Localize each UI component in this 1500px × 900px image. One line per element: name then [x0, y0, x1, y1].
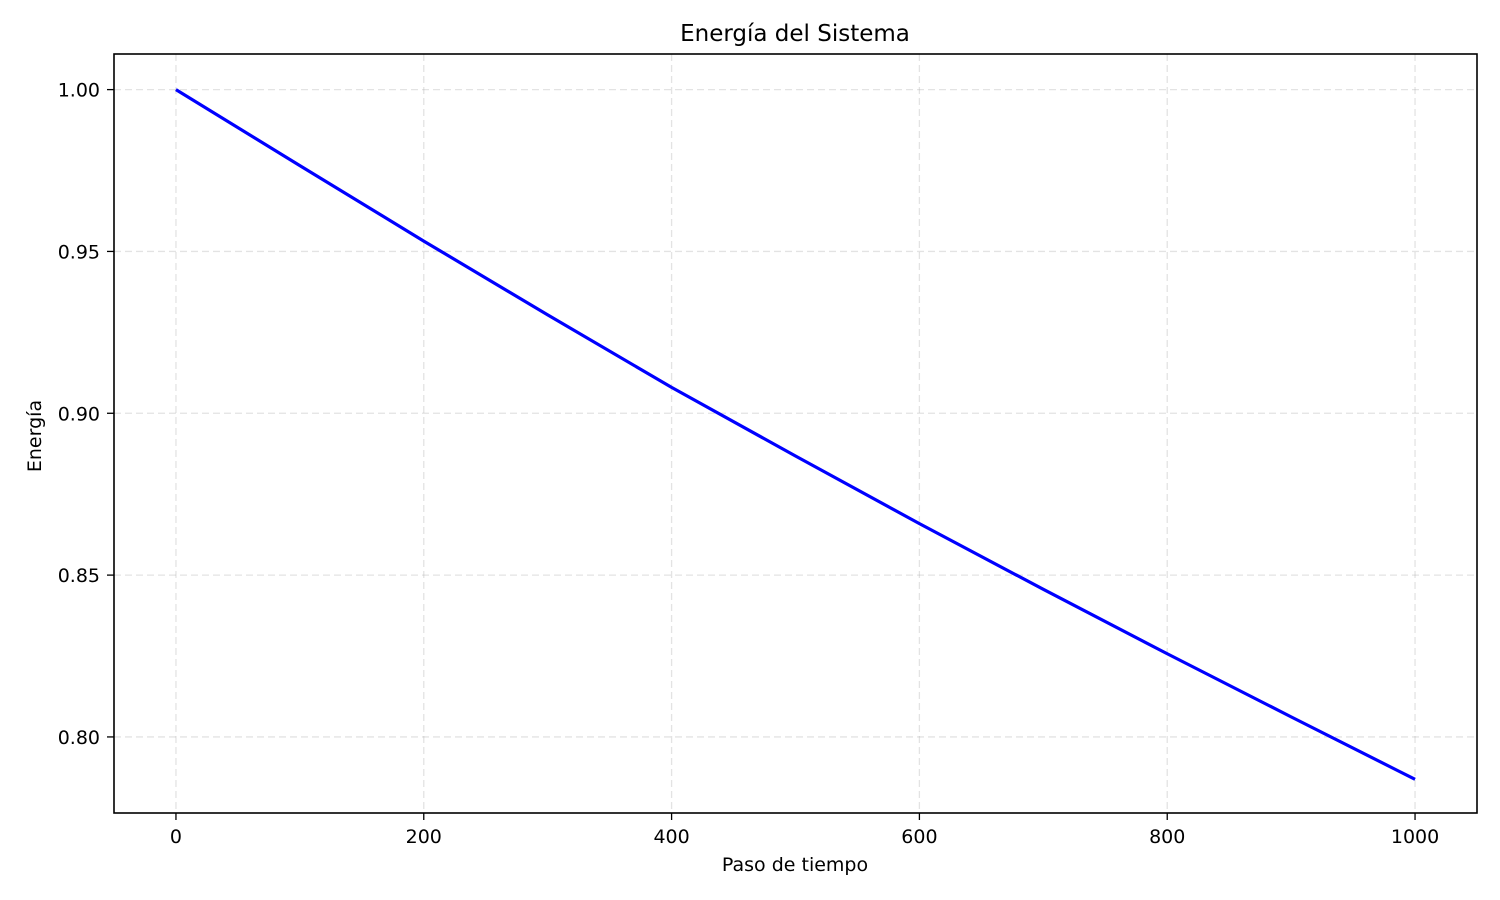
x-tick-label: 400 — [653, 826, 689, 848]
x-axis: 0 200 400 600 800 1000 — [170, 813, 1439, 848]
y-tick-label: 1.00 — [58, 80, 100, 102]
x-tick-label: 600 — [901, 826, 937, 848]
x-tick-label: 1000 — [1391, 826, 1439, 848]
plot-frame — [113, 53, 1478, 814]
y-tick-label: 0.80 — [58, 727, 100, 749]
x-axis-label: Paso de tiempo — [722, 854, 868, 876]
x-tick-label: 0 — [170, 826, 182, 848]
x-tick-label: 800 — [1149, 826, 1185, 848]
x-tick-label: 200 — [406, 826, 442, 848]
y-tick-label: 0.95 — [58, 241, 100, 263]
y-tick-label: 0.90 — [58, 403, 100, 425]
y-tick-label: 0.85 — [58, 565, 100, 587]
grid — [114, 54, 1477, 813]
chart-title: Energía del Sistema — [680, 21, 910, 47]
y-axis-label: Energía — [24, 400, 46, 472]
y-axis: 0.80 0.85 0.90 0.95 1.00 — [58, 80, 114, 749]
energy-series-line — [175, 88, 1416, 781]
series-layer — [175, 88, 1416, 781]
